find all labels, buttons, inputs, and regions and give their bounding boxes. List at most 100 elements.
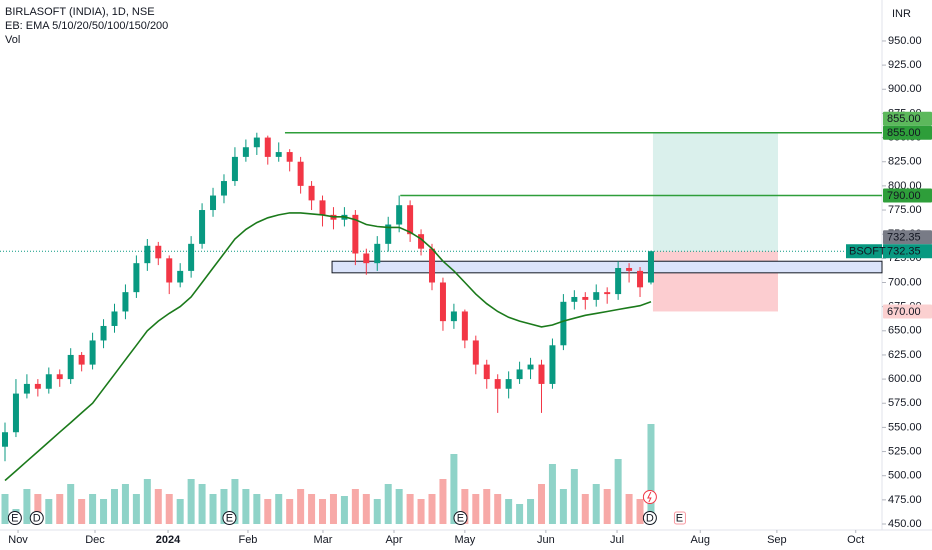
candle-body [133,263,140,293]
volume-bar [505,499,513,524]
candle-body [166,258,173,283]
volume-bar [100,499,108,524]
candle-body [111,311,118,326]
y-tick-label: 525.00 [888,445,922,457]
position-loss [652,251,778,312]
y-tick-label: 825.00 [888,156,922,168]
last-tag-label: 732.35 [887,246,921,258]
volume-bar [614,459,622,524]
y-tick-label: 575.00 [888,397,922,409]
volume-bar [242,489,250,524]
volume-bar [165,494,173,524]
symbol-tag-label: BSOFT [849,246,886,258]
x-tick-label: 2024 [156,534,181,546]
volume-bar [417,499,425,524]
volume-bar [253,494,261,524]
volume-bar [603,489,611,524]
volume-bar [461,489,469,524]
candle-body [264,137,271,157]
volume-bar [110,489,118,524]
volume-bar [198,484,206,524]
candle-body [34,383,41,389]
volume-bar [373,499,381,524]
volume-bar [319,499,327,524]
candle-body [308,185,315,201]
volume-bar [406,494,414,524]
y-tick-label: 500.00 [888,470,922,482]
y-tick-label: 950.00 [888,35,922,47]
volume-bar [548,464,556,524]
volume-bar [275,494,283,524]
volume-bar [121,484,129,524]
price-tag [883,304,932,319]
candle-body [188,243,195,271]
volume-bar [209,494,217,524]
candle-body [450,311,457,322]
volume-bar [559,489,567,524]
indicator-label: EB: EMA 5/10/20/50/100/150/200 [5,20,168,32]
volume-bar [527,499,535,524]
candle-body [78,354,85,365]
y-tick-label: 625.00 [888,349,922,361]
volume-bar [494,494,502,524]
candle-body [505,379,512,389]
y-tick-label: 775.00 [888,204,922,216]
candle-body [626,267,633,271]
candle-body [418,234,425,249]
ema-line [4,212,652,482]
candle-body [637,270,644,288]
x-tick-label: Aug [690,534,710,546]
volume-bar [154,489,162,524]
volume-bar [395,489,403,524]
candle-body [286,152,293,162]
y-tick-label: 650.00 [888,325,922,337]
volume-bar [78,499,86,524]
volume-bar [647,424,655,524]
x-tick-label: Feb [238,534,257,546]
candle-body [439,282,446,322]
volume-bar [67,484,75,524]
candle-body [647,251,654,283]
candle-body [177,270,184,283]
event-badge [29,511,44,525]
volume-bar [570,469,578,524]
y-tick-label: 475.00 [888,494,922,506]
x-tick-label: Dec [85,534,105,546]
alert-icon [642,490,657,504]
volume-bar [176,499,184,524]
candle-body [429,248,436,283]
volume-bar [34,494,42,524]
volume-bar [472,494,480,524]
candle-body [45,374,52,389]
candle-body [549,345,556,384]
volume-bar [340,496,348,524]
event-label: E [11,512,18,524]
plot: 950.00925.00900.00875.00850.00825.00800.… [0,35,932,546]
candle-body [582,296,589,300]
x-tick-label: Oct [847,534,864,546]
price-tag-label: 790.00 [887,190,921,202]
volume-bar [220,489,228,524]
candle-body [516,369,523,380]
event-badge [222,511,237,525]
symbol-tag [846,244,882,259]
candle-body [363,253,370,264]
event-label: E [676,512,683,524]
candle-body [604,292,611,295]
volume-bar [384,484,392,524]
volume-bar [56,494,64,524]
candle-body [100,325,107,341]
price-tag-label: 732.35 [887,232,921,244]
volume-bar [362,494,370,524]
volume-bar [439,479,447,524]
candle-body [199,210,206,244]
event-badge [453,511,468,525]
candle-body [538,364,545,384]
volume-bar [450,454,458,524]
volume-bar [516,504,524,524]
candle-body [374,243,381,264]
candle-body [242,147,249,157]
volume-bar [636,499,644,524]
volume-bar [581,494,589,524]
